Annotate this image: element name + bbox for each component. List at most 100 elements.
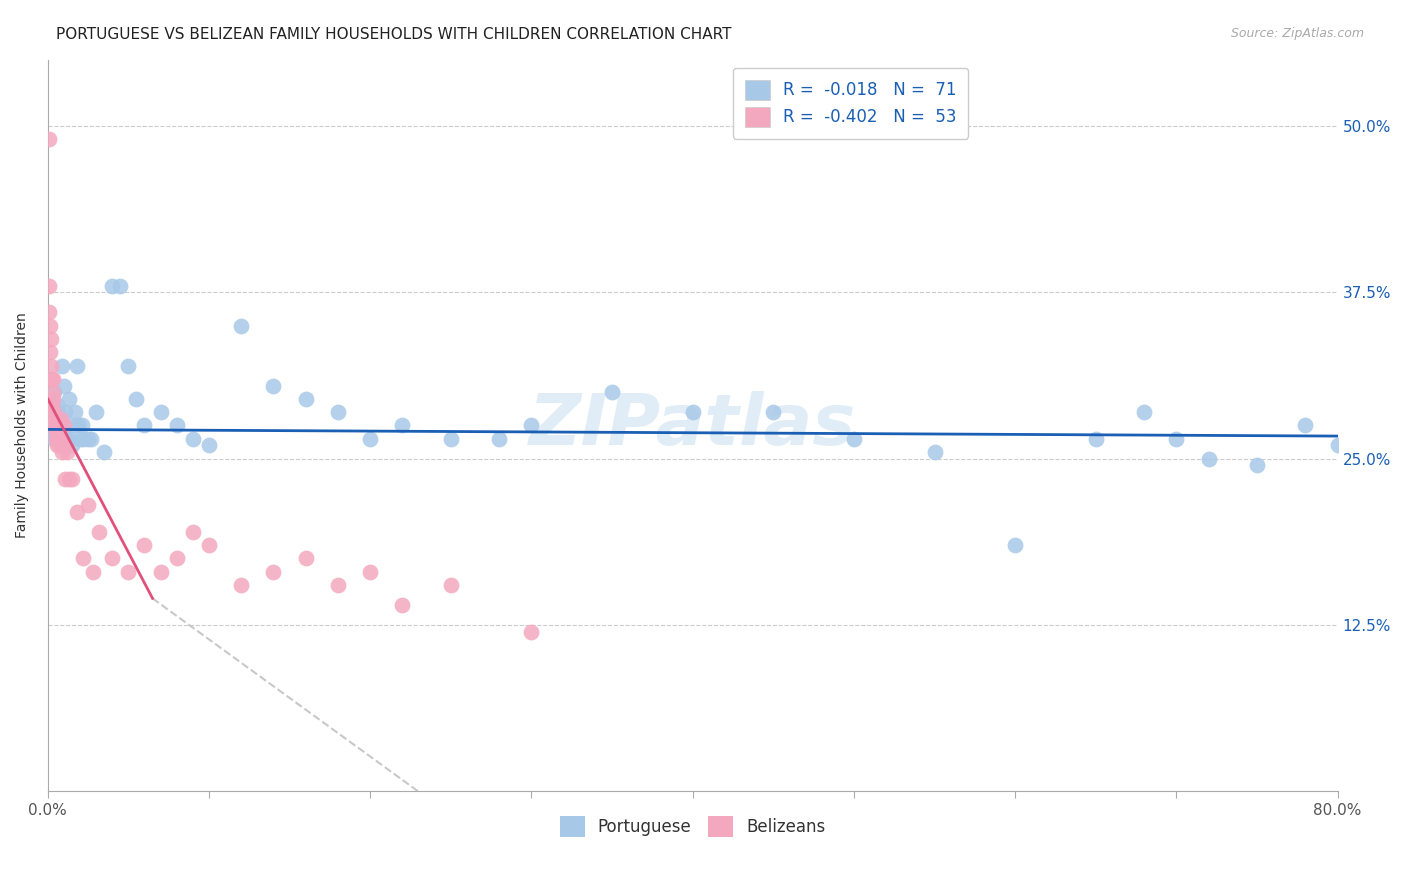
Point	[45, 425, 67, 439]
Point	[1246, 458, 1268, 473]
Point	[51, 438, 73, 452]
Point	[682, 405, 704, 419]
Point	[41, 411, 63, 425]
Point	[440, 578, 463, 592]
Point	[125, 392, 148, 406]
Point	[45, 432, 67, 446]
Point	[48, 438, 70, 452]
Point	[294, 392, 316, 406]
Point	[231, 318, 253, 333]
Point	[39, 318, 62, 333]
Point	[69, 432, 91, 446]
Point	[52, 425, 75, 439]
Point	[198, 438, 221, 452]
Point	[391, 418, 413, 433]
Point	[67, 418, 90, 433]
Point	[70, 418, 93, 433]
Point	[41, 385, 63, 400]
Point	[600, 385, 623, 400]
Point	[1326, 438, 1348, 452]
Point	[39, 345, 62, 359]
Point	[263, 378, 285, 392]
Point	[101, 278, 124, 293]
Point	[181, 432, 204, 446]
Point	[1004, 538, 1026, 552]
Point	[326, 405, 349, 419]
Point	[41, 418, 63, 433]
Point	[110, 278, 132, 293]
Point	[440, 432, 463, 446]
Point	[82, 565, 104, 579]
Point	[39, 359, 62, 373]
Point	[84, 405, 107, 419]
Point	[38, 425, 60, 439]
Point	[44, 385, 66, 400]
Legend: Portuguese, Belizeans: Portuguese, Belizeans	[551, 808, 834, 845]
Point	[842, 432, 865, 446]
Point	[762, 405, 785, 419]
Point	[166, 418, 188, 433]
Point	[117, 359, 139, 373]
Point	[101, 551, 124, 566]
Point	[44, 432, 66, 446]
Point	[51, 359, 73, 373]
Point	[391, 598, 413, 612]
Point	[77, 432, 100, 446]
Point	[66, 505, 89, 519]
Point	[1166, 432, 1188, 446]
Point	[72, 551, 94, 566]
Point	[520, 418, 543, 433]
Point	[48, 425, 70, 439]
Point	[77, 498, 100, 512]
Point	[44, 418, 66, 433]
Point	[63, 405, 86, 419]
Point	[89, 524, 111, 539]
Point	[52, 418, 75, 433]
Point	[488, 432, 510, 446]
Point	[66, 359, 89, 373]
Point	[1294, 418, 1316, 433]
Point	[45, 418, 67, 433]
Text: Source: ZipAtlas.com: Source: ZipAtlas.com	[1230, 27, 1364, 40]
Point	[59, 432, 82, 446]
Point	[72, 432, 94, 446]
Y-axis label: Family Households with Children: Family Households with Children	[15, 312, 30, 538]
Point	[44, 411, 66, 425]
Point	[359, 565, 381, 579]
Point	[46, 438, 69, 452]
Point	[51, 438, 73, 452]
Point	[166, 551, 188, 566]
Point	[38, 278, 60, 293]
Point	[58, 472, 80, 486]
Point	[41, 372, 63, 386]
Point	[93, 445, 115, 459]
Point	[359, 432, 381, 446]
Point	[45, 411, 67, 425]
Point	[149, 405, 172, 419]
Point	[263, 565, 285, 579]
Point	[56, 445, 79, 459]
Point	[134, 538, 156, 552]
Point	[41, 399, 63, 413]
Point	[1133, 405, 1156, 419]
Point	[181, 524, 204, 539]
Point	[60, 438, 83, 452]
Point	[231, 578, 253, 592]
Point	[149, 565, 172, 579]
Point	[45, 425, 67, 439]
Point	[52, 378, 75, 392]
Point	[56, 432, 79, 446]
Point	[39, 332, 62, 346]
Point	[51, 445, 73, 459]
Point	[117, 565, 139, 579]
Point	[38, 132, 60, 146]
Point	[49, 432, 72, 446]
Point	[38, 305, 60, 319]
Point	[198, 538, 221, 552]
Point	[39, 405, 62, 419]
Point	[41, 372, 63, 386]
Point	[326, 578, 349, 592]
Point	[1198, 451, 1220, 466]
Text: PORTUGUESE VS BELIZEAN FAMILY HOUSEHOLDS WITH CHILDREN CORRELATION CHART: PORTUGUESE VS BELIZEAN FAMILY HOUSEHOLDS…	[56, 27, 731, 42]
Point	[1084, 432, 1107, 446]
